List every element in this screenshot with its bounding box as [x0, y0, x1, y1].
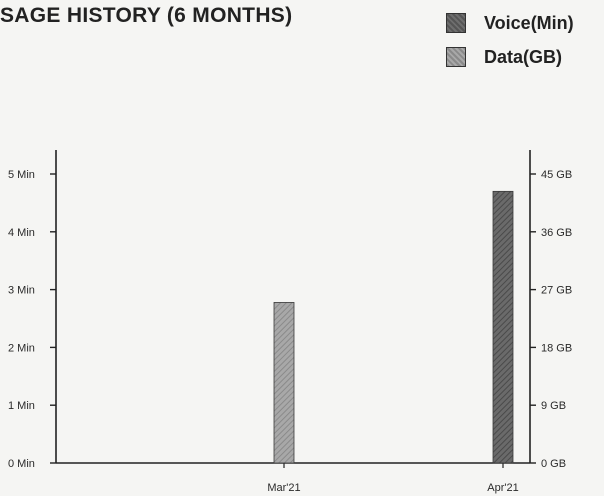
left-tick-label: 5 Min	[8, 169, 35, 181]
left-tick-label: 3 Min	[8, 285, 35, 297]
right-tick-label: 18 GB	[541, 342, 572, 354]
chart-legend: Voice(Min) Data(GB)	[446, 8, 574, 76]
left-tick-label: 2 Min	[8, 342, 35, 354]
right-tick-label: 0 GB	[541, 458, 566, 470]
right-tick-label: 9 GB	[541, 400, 566, 412]
voice-swatch-icon	[446, 13, 466, 33]
legend-label-voice: Voice(Min)	[484, 12, 574, 33]
x-tick-label: Apr'21	[487, 482, 518, 494]
legend-item-voice: Voice(Min)	[446, 8, 574, 38]
data-swatch-icon	[446, 47, 466, 67]
legend-item-data: Data(GB)	[446, 42, 574, 72]
right-tick-label: 36 GB	[541, 227, 572, 239]
left-tick-label: 1 Min	[8, 400, 35, 412]
bar-data-0	[273, 302, 295, 464]
right-tick-label: 45 GB	[541, 169, 572, 181]
left-tick-label: 0 Min	[8, 458, 35, 470]
right-tick-label: 27 GB	[541, 285, 572, 297]
bar-voice-1	[492, 190, 514, 464]
x-tick-label: Mar'21	[267, 482, 300, 494]
left-tick-label: 4 Min	[8, 227, 35, 239]
legend-label-data: Data(GB)	[484, 46, 563, 67]
page-title: SAGE HISTORY (6 MONTHS)	[0, 4, 293, 27]
